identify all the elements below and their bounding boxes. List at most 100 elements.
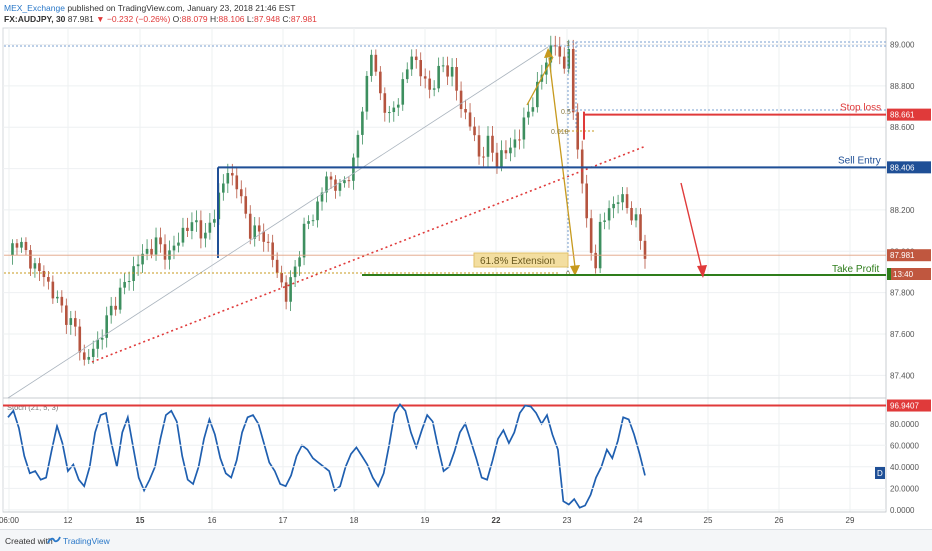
candle-body (109, 305, 113, 316)
chart-header: MEX_Exchange published on TradingView.co… (0, 0, 932, 26)
author-link[interactable]: MEX_Exchange (4, 3, 65, 13)
time-tick-label: 29 (846, 516, 855, 525)
time-tick-label: 17 (279, 516, 288, 525)
candle-body (558, 46, 562, 57)
candle-body (379, 71, 382, 94)
candle-body (338, 183, 342, 191)
last-value: 87.981 (67, 14, 94, 24)
symbol-label: FX:AUDJPY, 30 (4, 14, 66, 24)
last-price-axis-tag (887, 249, 931, 262)
fib-level-label: 0.618 (551, 129, 569, 136)
candle-body (477, 135, 481, 157)
sell-entry-label: Sell Entry (838, 155, 881, 166)
candle-body (419, 60, 423, 77)
candle-body (405, 69, 409, 80)
time-tick-label: 22 (492, 516, 501, 525)
candle-body (571, 48, 575, 113)
candle-body (118, 287, 122, 310)
candle-body (432, 88, 436, 90)
price-tick-label: 87.800 (890, 289, 915, 298)
candle-body (486, 135, 490, 157)
candle-body (589, 218, 593, 253)
candle-body (302, 223, 306, 258)
candle-body (253, 225, 257, 239)
price-tick-label: 88.600 (890, 123, 915, 132)
sell-entry-axis-tag (887, 161, 931, 174)
stoch-tick-label: 40.0000 (890, 463, 919, 472)
candle-body (392, 107, 396, 113)
fib-leg-0 (526, 56, 554, 106)
fib-arrowhead-up (544, 48, 553, 58)
candle-body (82, 352, 86, 360)
candle-body (594, 252, 597, 269)
candle-body (509, 147, 512, 154)
candle-body (275, 259, 279, 273)
candle-body (365, 75, 369, 112)
candle-body (60, 296, 64, 306)
candle-body (311, 220, 315, 222)
candle-body (585, 183, 588, 219)
stoch-tick-label: 0.0000 (890, 506, 915, 515)
tradingview-link[interactable]: TradingView (63, 536, 110, 546)
candle-body (56, 296, 59, 299)
candle-body (150, 248, 153, 255)
candle-body (361, 111, 364, 135)
candle-body (396, 104, 400, 108)
stop-loss-axis-tag (887, 108, 931, 121)
time-tick-label: 18 (350, 516, 359, 525)
candle-body (446, 65, 449, 77)
candle-body (69, 318, 73, 325)
price-candles (11, 35, 647, 366)
drawings (7, 46, 647, 399)
candle-body (47, 277, 50, 282)
candle-body (154, 237, 158, 255)
extension-label-text: 61.8% Extension (480, 256, 555, 267)
candle-body (513, 139, 517, 148)
candle-body (621, 194, 624, 203)
time-tick-label: 26 (775, 516, 784, 525)
candle-body (105, 315, 108, 338)
candle-body (42, 271, 46, 278)
candle-body (370, 54, 373, 76)
candle-body (459, 90, 463, 110)
candle-body (87, 356, 91, 360)
sell-entry-axis-value: 88.406 (890, 163, 915, 172)
candle-body (441, 65, 445, 67)
change-value: −0.232 (−0.26%) (106, 14, 171, 24)
price-axis: 89.00088.80088.60088.40088.20088.00087.8… (887, 41, 931, 380)
candle-body (612, 203, 615, 209)
symbol-legend: FX:AUDJPY, 30 87.981 ▼ −0.232 (−0.26%) O… (4, 14, 317, 24)
candle-body (136, 264, 140, 267)
candle-body (423, 76, 427, 79)
candle-body (65, 305, 68, 325)
candle-body (289, 277, 292, 302)
candle-body (343, 180, 346, 184)
chart-grid (2, 27, 887, 513)
candle-body (248, 213, 252, 239)
candle-body (181, 227, 185, 243)
candle-body (468, 112, 472, 127)
candle-body (320, 192, 324, 202)
low-prefix: L: (246, 14, 254, 24)
support-trendline-dotted (91, 145, 647, 363)
candle-body (473, 126, 476, 136)
candle-body (639, 214, 642, 241)
candle-body (244, 196, 248, 214)
candle-body (643, 240, 647, 259)
candle-body (437, 65, 440, 89)
candle-body (527, 111, 530, 118)
candle-body (329, 176, 333, 180)
stoch-badge[interactable] (875, 467, 885, 479)
trade-levels: Stop loss Sell Entry Take Profit (4, 103, 886, 276)
take-profit-label: Take Profit (832, 264, 879, 275)
candle-body (199, 220, 203, 239)
candle-body (145, 248, 149, 254)
candle-body (298, 257, 301, 267)
candle-body (414, 56, 418, 61)
candle-body (500, 150, 503, 167)
candle-body (625, 194, 629, 208)
fib-arrowhead-down (570, 265, 580, 276)
candle-body (190, 222, 194, 231)
candle-body (518, 139, 521, 141)
